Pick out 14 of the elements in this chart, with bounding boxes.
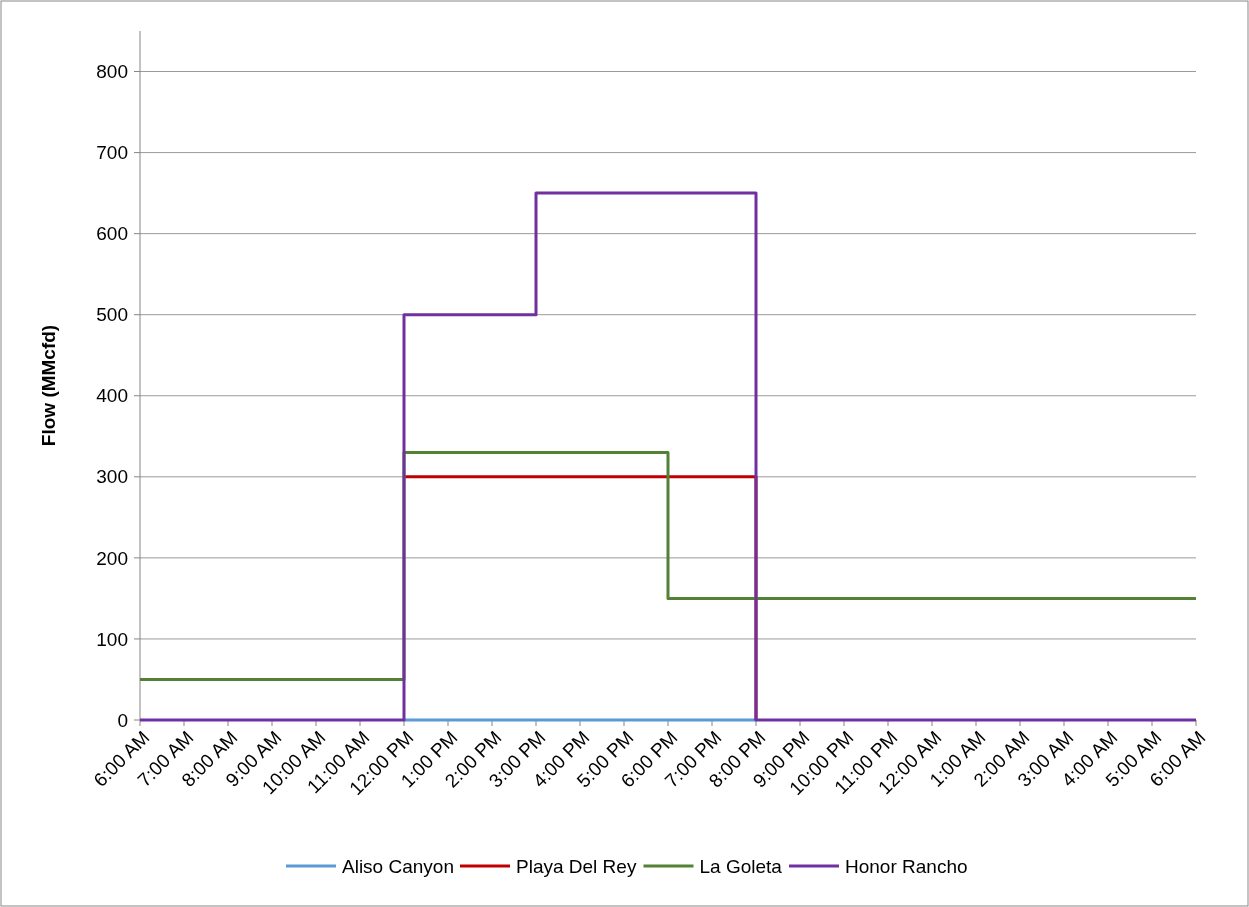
- legend-label: La Goleta: [699, 855, 783, 877]
- y-axis-title: Flow (MMcfd): [38, 324, 59, 447]
- y-tick-label: 800: [96, 61, 128, 83]
- y-tick-label: 400: [96, 385, 128, 407]
- y-tick-label: 300: [96, 466, 128, 488]
- y-tick-label: 500: [96, 304, 128, 326]
- y-tick-label: 200: [96, 547, 128, 569]
- legend-label: Honor Rancho: [845, 855, 968, 877]
- y-tick-label: 100: [96, 628, 128, 650]
- legend-label: Playa Del Rey: [516, 855, 637, 877]
- y-tick-label: 600: [96, 223, 128, 245]
- legend-label: Aliso Canyon: [342, 855, 454, 877]
- y-tick-label: 0: [117, 709, 128, 731]
- y-tick-label: 700: [96, 142, 128, 164]
